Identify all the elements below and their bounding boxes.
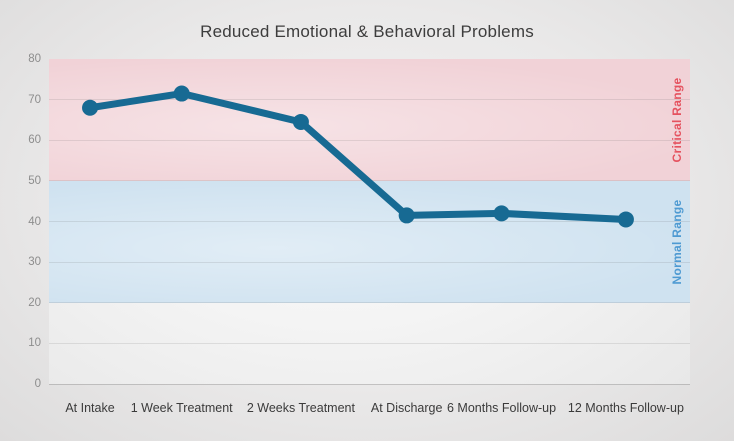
gridline bbox=[49, 261, 690, 263]
y-tick-label: 20 bbox=[28, 296, 41, 309]
y-tick-label: 50 bbox=[28, 174, 41, 187]
critical-range-band bbox=[49, 59, 690, 181]
gridline bbox=[49, 342, 690, 344]
data-point-marker bbox=[292, 113, 309, 130]
data-point-marker bbox=[398, 207, 415, 224]
gridline bbox=[49, 221, 690, 222]
y-tick-label: 60 bbox=[28, 134, 41, 147]
data-point-marker bbox=[173, 85, 190, 102]
y-tick-label: 40 bbox=[28, 215, 41, 228]
gridline bbox=[49, 139, 690, 141]
chart-title: Reduced Emotional & Behavioral Problems bbox=[200, 22, 534, 41]
data-point-marker bbox=[617, 211, 634, 228]
gridline bbox=[49, 302, 690, 304]
critical-range-label: Critical Range bbox=[670, 77, 684, 163]
y-tick-label: 0 bbox=[34, 378, 41, 390]
y-tick-label: 80 bbox=[28, 53, 41, 65]
gridline bbox=[49, 99, 690, 101]
trend-line-path bbox=[86, 90, 630, 223]
x-category-label: At Discharge bbox=[370, 401, 443, 415]
x-category-label: 6 Months Follow-up bbox=[446, 401, 557, 415]
normal-range-band bbox=[49, 180, 690, 303]
y-tick-label: 10 bbox=[28, 337, 41, 350]
y-axis-labels: 0 10 20 30 40 50 60 70 80 bbox=[0, 53, 41, 390]
x-category-label: 1 Week Treatment bbox=[130, 401, 233, 415]
x-category-label: 2 Weeks Treatment bbox=[246, 401, 355, 415]
data-point-marker bbox=[82, 99, 99, 116]
x-axis-labels: At Intake 1 Week Treatment 2 Weeks Treatme… bbox=[49, 401, 690, 419]
y-tick-label: 30 bbox=[28, 256, 41, 269]
x-category-label: At Intake bbox=[65, 401, 115, 415]
x-category-label: 12 Months Follow-up bbox=[567, 401, 684, 415]
plot-area: Critical Range Normal Range bbox=[49, 59, 690, 385]
trend-line bbox=[82, 85, 634, 228]
data-point-marker bbox=[493, 205, 510, 222]
x-axis-line bbox=[49, 383, 690, 385]
normal-range-label: Normal Range bbox=[670, 199, 684, 285]
y-tick-label: 70 bbox=[28, 93, 41, 106]
